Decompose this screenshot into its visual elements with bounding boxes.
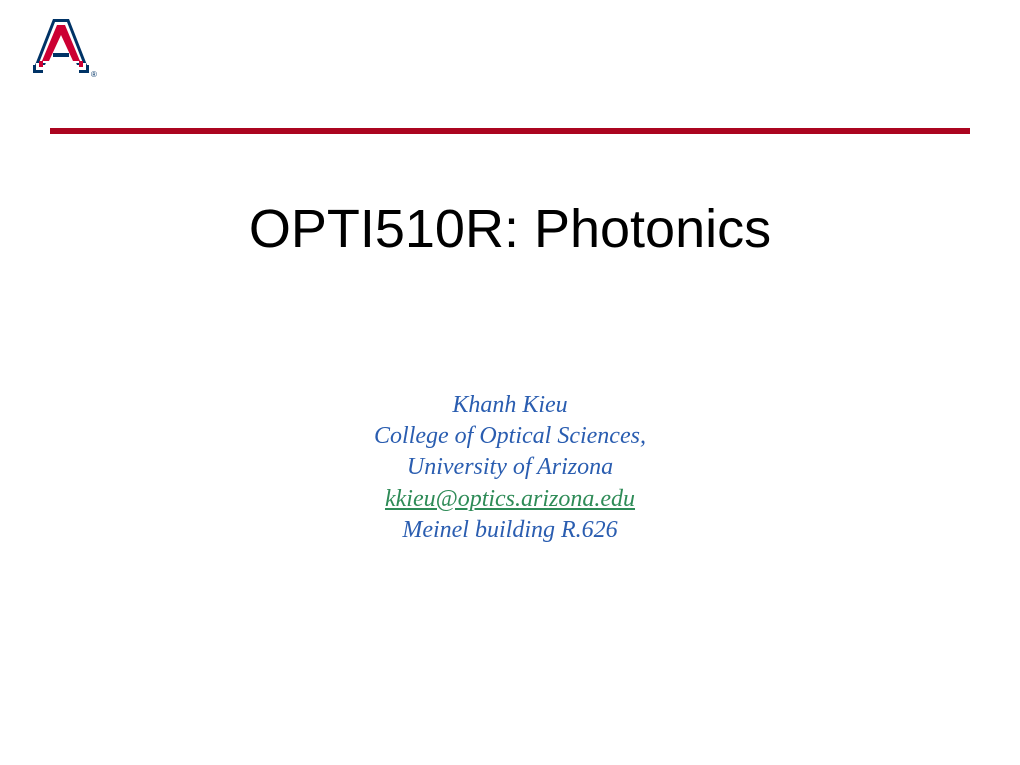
header-divider <box>50 128 970 134</box>
arizona-a-logo-icon: ® <box>25 15 97 87</box>
author-info-block: Khanh Kieu College of Optical Sciences, … <box>0 390 1020 546</box>
author-name: Khanh Kieu <box>0 390 1020 421</box>
author-building: Meinel building R.626 <box>0 515 1020 546</box>
university-logo: ® <box>25 15 97 92</box>
author-college: College of Optical Sciences, <box>0 421 1020 452</box>
svg-text:®: ® <box>91 70 97 79</box>
slide-title: OPTI510R: Photonics <box>0 198 1020 260</box>
author-university: University of Arizona <box>0 452 1020 483</box>
author-email-link[interactable]: kkieu@optics.arizona.edu <box>385 486 635 512</box>
